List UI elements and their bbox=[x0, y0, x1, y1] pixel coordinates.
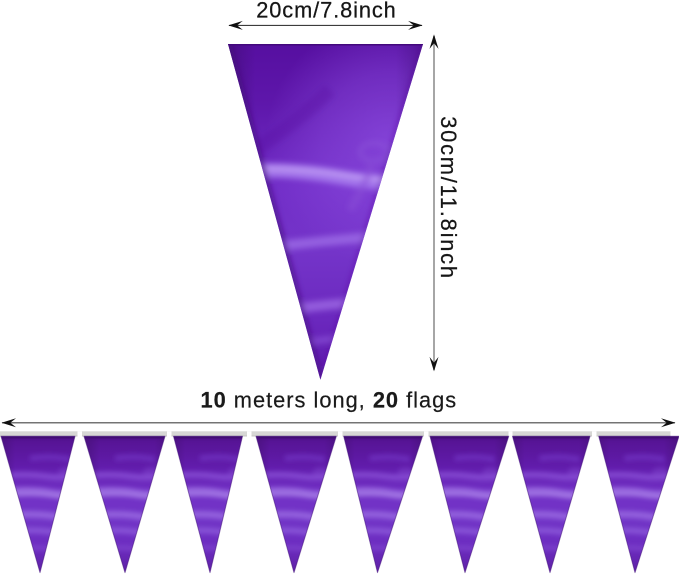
svg-text:20cm/7.8inch: 20cm/7.8inch bbox=[256, 0, 396, 23]
svg-text:10 meters long, 20 flags: 10 meters long, 20 flags bbox=[201, 387, 458, 412]
svg-text:30cm/11.8inch: 30cm/11.8inch bbox=[436, 116, 461, 280]
